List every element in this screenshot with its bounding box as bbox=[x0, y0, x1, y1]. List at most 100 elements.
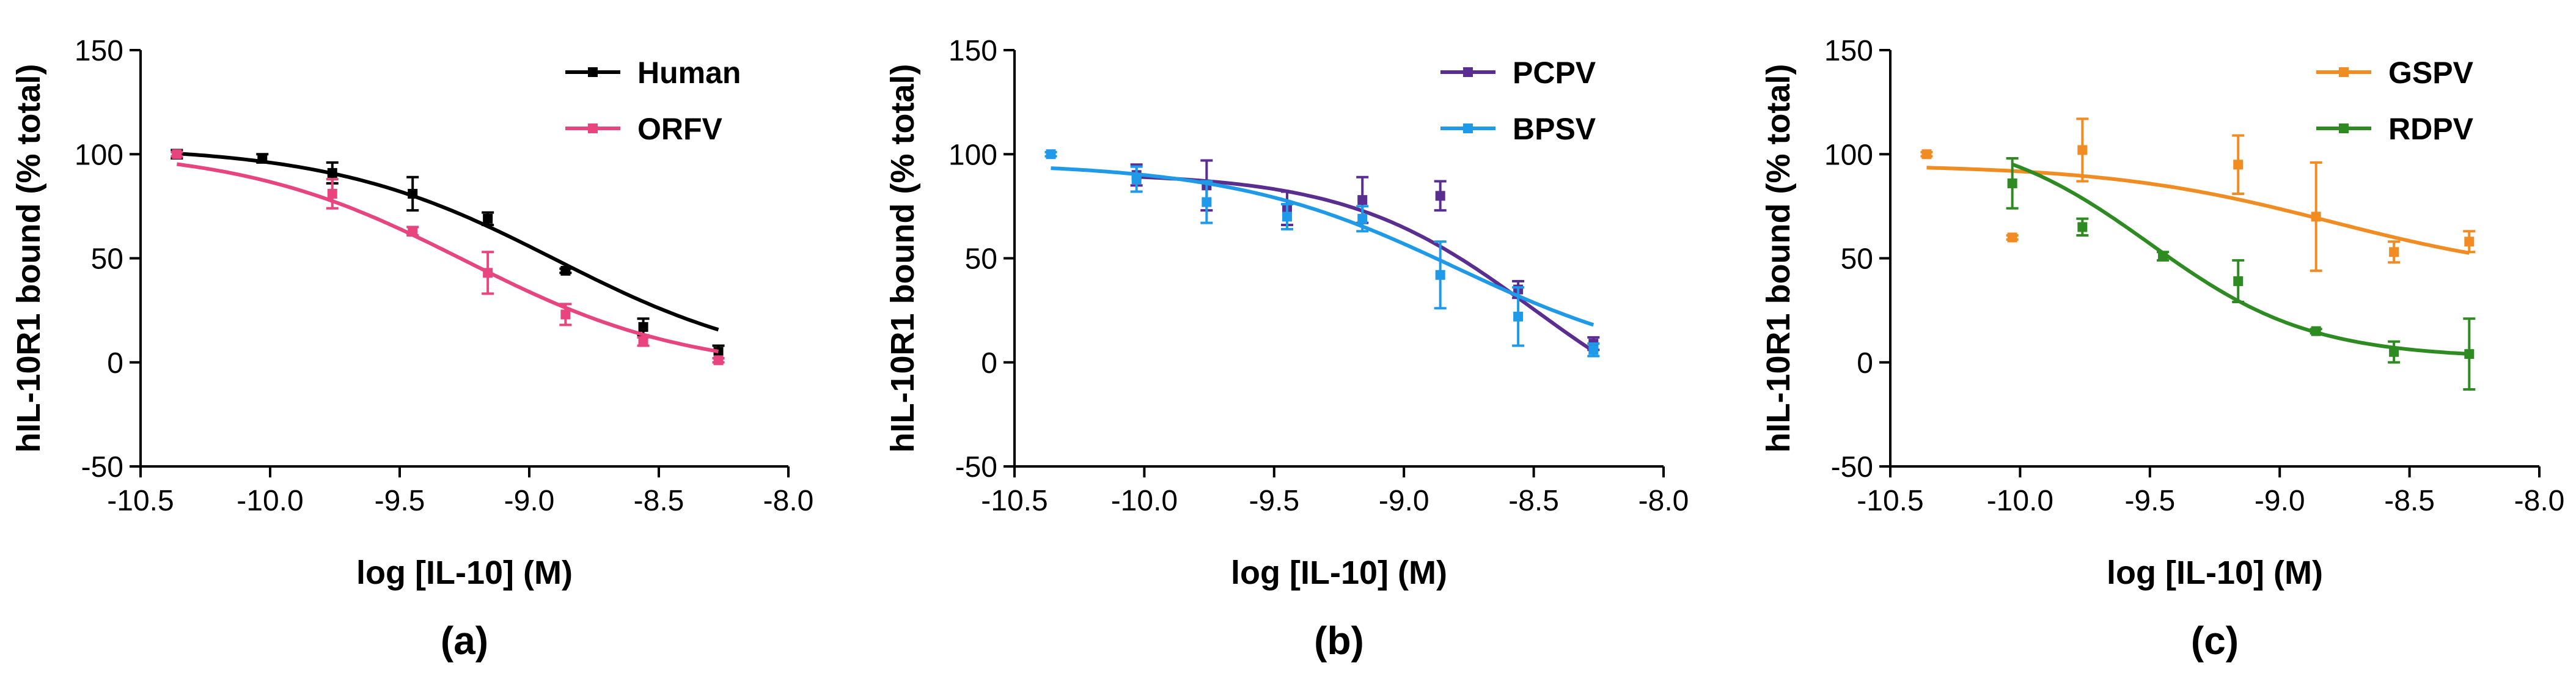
y-axis-title: hIL-10R1 bound (% total) bbox=[10, 64, 47, 453]
data-point bbox=[1921, 149, 1932, 160]
data-point bbox=[1131, 174, 1142, 185]
x-tick-label: -10.5 bbox=[1857, 485, 1923, 517]
data-point bbox=[2158, 251, 2168, 262]
x-tick-label: -10.5 bbox=[107, 485, 174, 517]
data-point bbox=[2311, 326, 2321, 336]
data-point bbox=[2464, 237, 2475, 247]
y-tick-label: 0 bbox=[981, 347, 997, 380]
panel-c: -50 0 50 100 150 -10.5 -10.0 -9.5 -9.0 -8.5 -8.0 lo… bbox=[1760, 35, 2564, 663]
data-point bbox=[713, 355, 724, 366]
y-axis-title: hIL-10R1 bound (% total) bbox=[884, 64, 921, 453]
y-tick-label: 150 bbox=[1824, 35, 1873, 67]
legend-label: RDPV bbox=[2388, 112, 2474, 146]
data-point bbox=[1282, 212, 1293, 222]
x-tick-label: -10.0 bbox=[1987, 485, 2053, 517]
x-tick-label: -8.5 bbox=[634, 485, 684, 517]
x-axis-title: log [IL-10] (M) bbox=[2107, 554, 2323, 591]
x-tick-label: -10.0 bbox=[237, 485, 303, 517]
y-tick-label: -50 bbox=[81, 451, 123, 484]
data-point bbox=[1588, 345, 1599, 355]
data-point bbox=[2389, 347, 2399, 357]
legend-marker bbox=[2339, 123, 2349, 133]
data-point bbox=[1202, 197, 1212, 207]
data-point bbox=[2077, 222, 2088, 232]
data-point bbox=[1435, 270, 1445, 280]
legend-marker bbox=[1463, 123, 1473, 133]
panel-label: (a) bbox=[441, 619, 488, 663]
data-point bbox=[408, 188, 418, 199]
x-tick-label: -8.5 bbox=[1508, 485, 1559, 517]
data-point bbox=[1435, 191, 1445, 201]
y-tick-label: 50 bbox=[965, 243, 997, 276]
series-gspv: GSPV bbox=[1920, 56, 2476, 272]
y-tick-label: 100 bbox=[75, 139, 123, 171]
data-point bbox=[560, 265, 571, 276]
x-tick-label: -8.5 bbox=[2384, 485, 2435, 517]
x-tick-label: -9.5 bbox=[375, 485, 425, 517]
series-human: Human bbox=[171, 56, 741, 359]
y-tick-label: 50 bbox=[91, 243, 123, 276]
data-point bbox=[560, 309, 571, 320]
series-bpsv: BPSV bbox=[1044, 112, 1600, 358]
x-tick-label: -10.0 bbox=[1111, 485, 1178, 517]
x-tick-label: -9.0 bbox=[2255, 485, 2305, 517]
x-axis-title: log [IL-10] (M) bbox=[356, 554, 573, 591]
data-point bbox=[327, 167, 337, 178]
x-tick-label: -10.5 bbox=[981, 485, 1048, 517]
data-point bbox=[408, 226, 418, 237]
data-point bbox=[2233, 276, 2244, 286]
series-pcpv: PCPV bbox=[1130, 56, 1600, 353]
legend-marker bbox=[2339, 67, 2349, 77]
x-tick-label: -8.0 bbox=[763, 485, 814, 517]
y-tick-label: 0 bbox=[1857, 347, 1873, 380]
data-point bbox=[2464, 349, 2475, 359]
data-point bbox=[1513, 311, 1524, 322]
data-point bbox=[2389, 247, 2399, 257]
y-tick-label: 150 bbox=[949, 35, 997, 67]
data-point bbox=[257, 153, 268, 164]
panel-b: -50 0 50 100 150 -10.5 -10.0 -9.5 -9.0 -8.5 -8.0 lo… bbox=[884, 35, 1689, 663]
data-point bbox=[327, 188, 337, 199]
data-point bbox=[2233, 160, 2244, 170]
data-point bbox=[2311, 212, 2321, 222]
legend-label: PCPV bbox=[1513, 56, 1596, 90]
series-orfv: ORFV bbox=[171, 112, 725, 366]
y-tick-label: -50 bbox=[1831, 451, 1873, 484]
legend-label: GSPV bbox=[2388, 56, 2474, 90]
x-tick-label: -8.0 bbox=[1638, 485, 1689, 517]
legend-label: ORFV bbox=[637, 112, 723, 146]
fit-curve bbox=[176, 162, 719, 353]
y-tick-label: 0 bbox=[107, 347, 123, 380]
y-tick-label: 100 bbox=[1824, 139, 1873, 171]
data-point bbox=[483, 213, 493, 224]
x-tick-label: -9.5 bbox=[1249, 485, 1299, 517]
x-axis-title: log [IL-10] (M) bbox=[1231, 554, 1447, 591]
data-point bbox=[2007, 178, 2017, 188]
data-point bbox=[2077, 145, 2088, 155]
series-rdpv: RDPV bbox=[2006, 112, 2476, 391]
y-tick-label: 100 bbox=[949, 139, 997, 171]
panel-label: (b) bbox=[1314, 619, 1364, 663]
x-tick-label: -9.0 bbox=[1379, 485, 1429, 517]
data-point bbox=[638, 322, 648, 332]
legend-marker bbox=[588, 123, 598, 133]
data-point bbox=[2007, 232, 2017, 243]
y-tick-label: 50 bbox=[1841, 243, 1873, 276]
x-tick-label: -9.0 bbox=[504, 485, 555, 517]
data-point bbox=[1357, 195, 1368, 205]
fit-curve bbox=[1926, 166, 2470, 255]
data-point bbox=[483, 268, 493, 278]
legend-marker bbox=[588, 67, 598, 77]
x-tick-label: -8.0 bbox=[2514, 485, 2565, 517]
y-tick-label: -50 bbox=[955, 451, 997, 484]
x-tick-label: -9.5 bbox=[2124, 485, 2175, 517]
data-point bbox=[1046, 149, 1056, 160]
data-point bbox=[1357, 213, 1368, 224]
y-axis-title: hIL-10R1 bound (% total) bbox=[1760, 64, 1797, 453]
legend-marker bbox=[1463, 67, 1473, 77]
data-point bbox=[172, 149, 182, 160]
y-tick-label: 150 bbox=[75, 35, 123, 67]
legend-label: BPSV bbox=[1513, 112, 1596, 146]
panel-a: -50 0 50 100 150 -10.5 -10.0 -9.5 -9.0 -8.5 -8.0 lo… bbox=[10, 35, 813, 663]
